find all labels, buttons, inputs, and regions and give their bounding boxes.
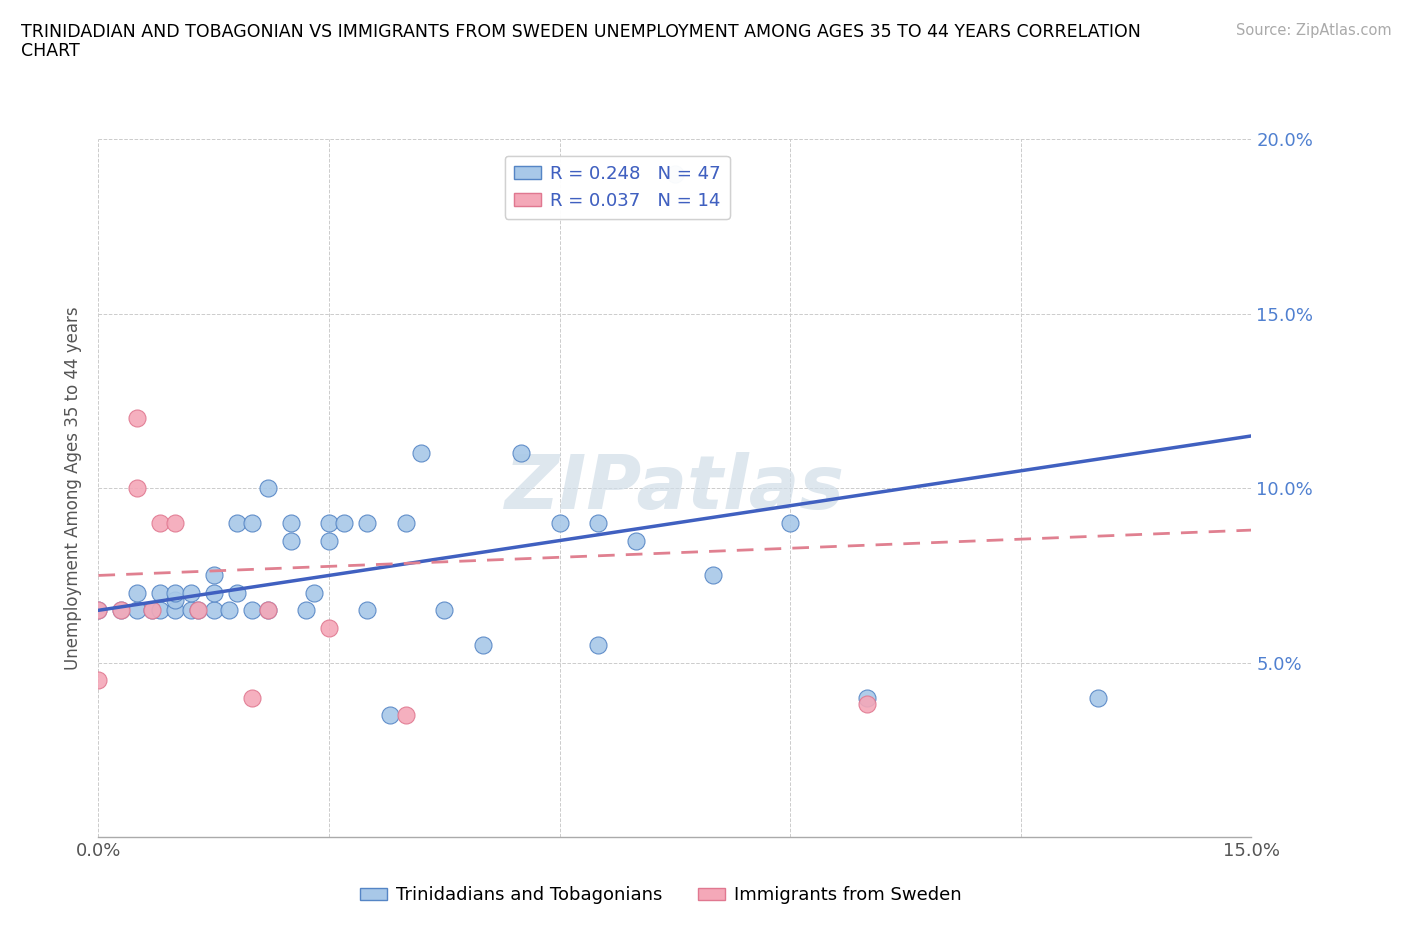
Point — [433, 603, 456, 618]
Point — [149, 603, 172, 618]
Point — [125, 603, 148, 618]
Point — [110, 603, 132, 618]
Text: TRINIDADIAN AND TOBAGONIAN VS IMMIGRANTS FROM SWEDEN UNEMPLOYMENT AMONG AGES 35 : TRINIDADIAN AND TOBAGONIAN VS IMMIGRANTS… — [21, 23, 1140, 41]
Point — [240, 515, 263, 530]
Point — [380, 708, 402, 723]
Legend: R = 0.248   N = 47, R = 0.037   N = 14: R = 0.248 N = 47, R = 0.037 N = 14 — [505, 155, 730, 219]
Point — [1087, 690, 1109, 705]
Point — [87, 603, 110, 618]
Point — [225, 586, 247, 601]
Point — [187, 603, 209, 618]
Point — [256, 481, 278, 496]
Point — [318, 515, 340, 530]
Point — [218, 603, 240, 618]
Text: ZIPatlas: ZIPatlas — [505, 452, 845, 525]
Point — [125, 586, 148, 601]
Point — [187, 603, 209, 618]
Legend: Trinidadians and Tobagonians, Immigrants from Sweden: Trinidadians and Tobagonians, Immigrants… — [353, 879, 969, 911]
Point — [586, 515, 609, 530]
Point — [318, 620, 340, 635]
Point — [165, 603, 187, 618]
Point — [240, 603, 263, 618]
Point — [333, 515, 356, 530]
Point — [510, 446, 533, 461]
Point — [586, 638, 609, 653]
Point — [256, 603, 278, 618]
Point — [356, 515, 378, 530]
Point — [548, 515, 571, 530]
Point — [87, 672, 110, 687]
Point — [295, 603, 318, 618]
Point — [395, 515, 418, 530]
Point — [411, 446, 433, 461]
Point — [702, 568, 724, 583]
Point — [318, 533, 340, 548]
Y-axis label: Unemployment Among Ages 35 to 44 years: Unemployment Among Ages 35 to 44 years — [65, 307, 83, 670]
Point — [779, 515, 801, 530]
Point — [356, 603, 378, 618]
Point — [664, 167, 686, 182]
Point — [165, 592, 187, 607]
Point — [280, 515, 302, 530]
Point — [141, 603, 163, 618]
Point — [110, 603, 132, 618]
Point — [149, 586, 172, 601]
Point — [225, 515, 247, 530]
Point — [87, 603, 110, 618]
Point — [180, 586, 202, 601]
Point — [471, 638, 494, 653]
Point — [302, 586, 325, 601]
Point — [149, 515, 172, 530]
Point — [125, 481, 148, 496]
Point — [202, 586, 225, 601]
Point — [180, 603, 202, 618]
Point — [165, 515, 187, 530]
Point — [165, 586, 187, 601]
Point — [125, 411, 148, 426]
Point — [856, 690, 879, 705]
Point — [202, 603, 225, 618]
Point — [856, 698, 879, 712]
Point — [395, 708, 418, 723]
Text: Source: ZipAtlas.com: Source: ZipAtlas.com — [1236, 23, 1392, 38]
Text: CHART: CHART — [21, 42, 80, 60]
Point — [626, 533, 648, 548]
Point — [240, 690, 263, 705]
Point — [256, 603, 278, 618]
Point — [141, 603, 163, 618]
Point — [280, 533, 302, 548]
Point — [202, 568, 225, 583]
